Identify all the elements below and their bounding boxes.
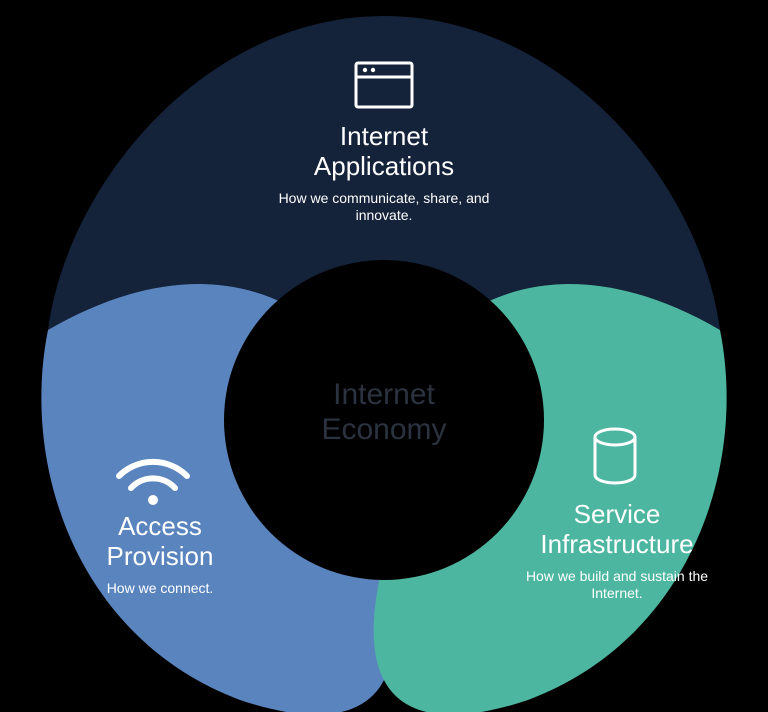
service-subtitle: How we build and sustain the Internet. bbox=[526, 568, 708, 602]
label-service: Service Infrastructure How we build and … bbox=[512, 500, 722, 603]
service-title-line1: Service bbox=[574, 499, 661, 529]
applications-subtitle: How we communicate, share, and innovate. bbox=[279, 190, 490, 224]
applications-title-line2: Applications bbox=[314, 151, 454, 181]
trefoil-svg bbox=[0, 0, 768, 712]
center-title-line2: Economy bbox=[321, 413, 446, 446]
lobe-service bbox=[374, 284, 727, 712]
center-label: Internet Economy bbox=[264, 378, 504, 447]
service-title-line2: Infrastructure bbox=[540, 529, 693, 559]
diagram-stage: Internet Economy Internet Applications H… bbox=[0, 0, 768, 712]
access-title-line1: Access bbox=[118, 511, 202, 541]
center-title-line1: Internet bbox=[333, 378, 435, 411]
access-title-line2: Provision bbox=[107, 541, 214, 571]
lobe-access bbox=[41, 284, 394, 712]
access-subtitle: How we connect. bbox=[107, 580, 214, 596]
applications-title-line1: Internet bbox=[340, 121, 428, 151]
label-access: Access Provision How we connect. bbox=[70, 512, 250, 597]
label-applications: Internet Applications How we communicate… bbox=[254, 122, 514, 225]
